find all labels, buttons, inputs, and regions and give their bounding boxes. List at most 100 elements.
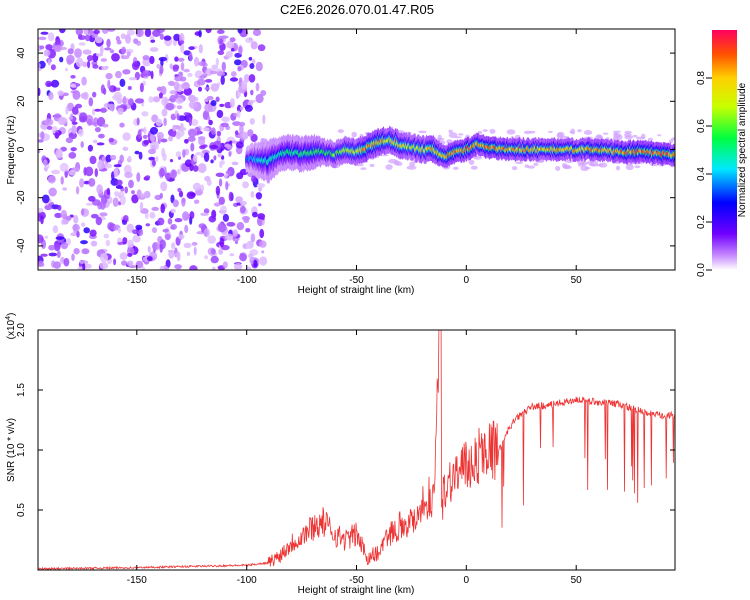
noise-blob: [141, 111, 149, 117]
noise-blob: [119, 122, 125, 128]
noise-blob: [192, 165, 199, 172]
snr-x-ticks: -150 -100 -50 0 50: [127, 330, 582, 586]
noise-blob: [210, 159, 214, 164]
noise-blob: [219, 237, 225, 248]
noise-blob: [137, 129, 142, 139]
noise-blob: [235, 141, 244, 149]
noise-blob: [217, 222, 227, 233]
noise-blob: [262, 114, 266, 125]
noise-blob: [224, 174, 228, 179]
noise-blob: [127, 155, 132, 162]
noise-blob: [198, 61, 207, 67]
noise-blob: [161, 96, 169, 107]
noise-blob: [189, 51, 193, 62]
noise-blob: [138, 229, 144, 236]
halo-blob: [448, 129, 453, 134]
noise-blob: [220, 205, 227, 215]
halo-blob: [577, 129, 582, 133]
noise-blob: [123, 215, 129, 221]
noise-blob: [181, 82, 190, 90]
noise-blob: [105, 239, 111, 247]
noise-blob: [160, 138, 168, 143]
noise-blob: [241, 80, 248, 90]
noise-blob: [87, 118, 93, 126]
noise-blob: [248, 253, 254, 259]
noise-blob: [43, 49, 51, 57]
spectrogram-x-ticks: -150 -100 -50 0 50: [127, 29, 582, 286]
noise-blob: [107, 79, 111, 89]
colorbar-tick-label: 0.2: [696, 215, 707, 229]
halo-blob: [570, 128, 576, 135]
noise-blob: [174, 264, 182, 270]
noise-blob: [113, 258, 117, 266]
y-tick-label: 1.0: [16, 443, 27, 457]
noise-blob: [94, 168, 99, 178]
noise-blob: [145, 223, 150, 227]
noise-blob: [169, 90, 178, 95]
noise-blob: [193, 199, 200, 204]
noise-blob: [168, 249, 175, 259]
halo-blob: [589, 164, 597, 167]
noise-blob: [188, 128, 197, 138]
noise-blob: [188, 94, 196, 102]
snr-panel: -150 -100 -50 0 50 0.5 1.0 1.5 2.0 Height of st…: [5, 313, 676, 596]
halo-blob: [351, 131, 358, 138]
noise-blob: [146, 256, 153, 262]
noise-blob: [59, 162, 69, 172]
x-tick-label: 0: [464, 275, 470, 286]
noise-blob: [159, 167, 165, 177]
noise-blob: [148, 156, 155, 161]
noise-blob: [229, 98, 235, 108]
noise-blob: [231, 161, 239, 166]
noise-blob: [202, 73, 208, 78]
noise-blob: [225, 170, 232, 175]
x-tick-label: -50: [349, 275, 364, 286]
noise-blob: [159, 65, 164, 75]
spectrogram-heatmap: [38, 29, 675, 270]
noise-blob: [113, 167, 119, 178]
noise-blob: [261, 250, 265, 254]
noise-blob: [86, 202, 93, 206]
noise-blob: [61, 219, 65, 225]
noise-blob: [48, 252, 58, 257]
noise-blob: [213, 155, 217, 161]
noise-blob: [52, 225, 59, 234]
noise-blob: [54, 132, 60, 139]
noise-blob: [247, 100, 254, 106]
noise-blob: [142, 134, 148, 139]
noise-blob: [56, 250, 61, 258]
noise-blob: [167, 218, 173, 225]
noise-blob: [188, 117, 192, 126]
halo-blob: [668, 139, 674, 143]
noise-blob: [92, 64, 99, 69]
halo-blob: [632, 134, 638, 138]
noise-blob: [219, 103, 225, 107]
noise-blob: [197, 163, 207, 174]
halo-blob: [511, 166, 518, 171]
noise-blob: [249, 118, 255, 125]
noise-blob: [165, 259, 171, 268]
halo-blob: [458, 133, 464, 136]
noise-blob: [247, 129, 254, 137]
noise-blob: [142, 55, 150, 61]
noise-blob: [260, 90, 267, 96]
noise-blob: [198, 44, 203, 54]
noise-blob: [119, 252, 128, 260]
noise-blob: [148, 96, 154, 103]
spectrogram-x-label: Height of straight line (km): [298, 285, 415, 296]
halo-blob: [337, 129, 344, 134]
noise-blob: [210, 255, 219, 264]
noise-blob: [226, 221, 236, 227]
noise-blob: [261, 216, 265, 221]
noise-blob: [83, 227, 90, 234]
noise-blob: [197, 78, 206, 86]
noise-blob: [177, 57, 185, 62]
noise-blob: [221, 116, 230, 123]
noise-blob: [97, 160, 105, 170]
noise-blob: [120, 195, 126, 206]
noise-blob: [236, 110, 241, 119]
noise-blob: [109, 49, 115, 54]
noise-blob: [68, 116, 74, 120]
noise-blob: [238, 121, 246, 127]
noise-blob: [87, 55, 94, 62]
